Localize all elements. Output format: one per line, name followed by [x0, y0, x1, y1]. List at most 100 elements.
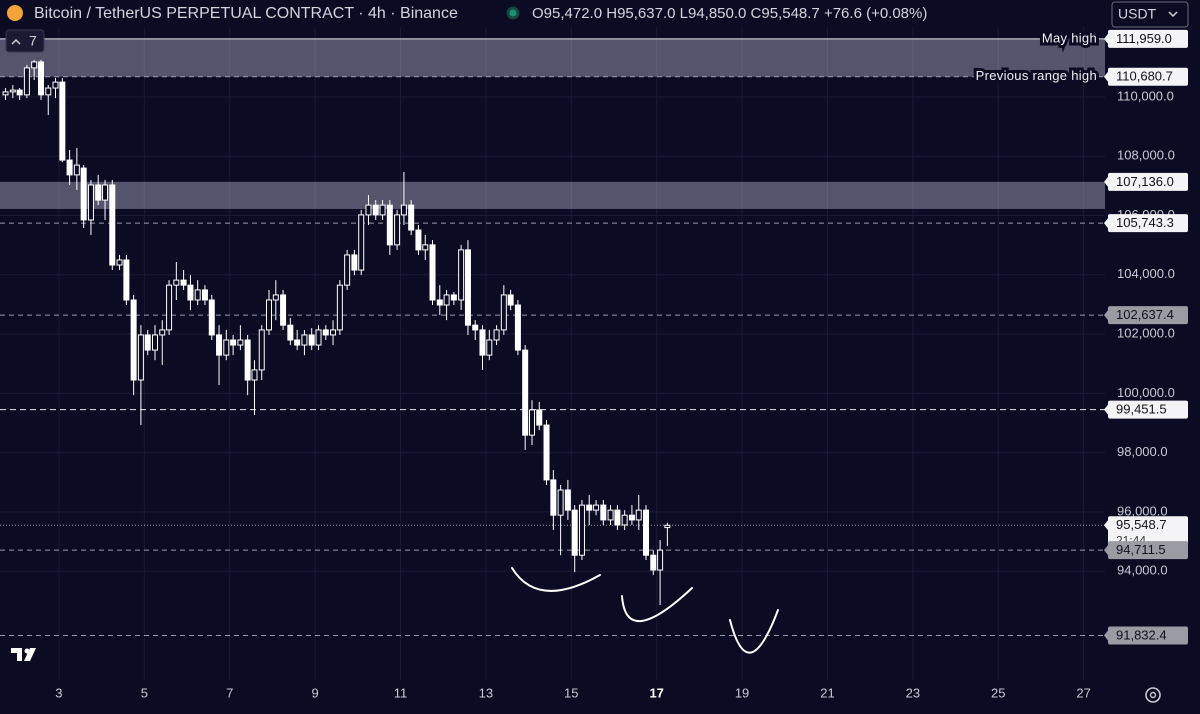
currency[interactable]: USDT [1118, 6, 1157, 22]
logo-part [24, 648, 36, 661]
candle-body [223, 339, 230, 356]
candle-body [422, 244, 429, 251]
candle-body [643, 509, 650, 556]
candle-body [308, 334, 315, 346]
candle-body [16, 89, 23, 96]
candle-body [522, 349, 529, 436]
x-tick-label: 5 [141, 685, 148, 700]
candle-body [443, 294, 450, 306]
price-pill [1108, 172, 1188, 191]
status-dot [506, 6, 520, 20]
y-tick-label: 96,000.0 [1117, 503, 1168, 518]
logo-part [11, 648, 22, 661]
candle-body [400, 204, 407, 216]
candle-body [586, 504, 593, 511]
indicator-toggle[interactable]: 7 [5, 29, 45, 53]
zone [0, 38, 1105, 77]
candle-body [187, 284, 194, 301]
price-label: 95,548.7 [1116, 517, 1167, 532]
candle-body [529, 409, 536, 436]
header-background [0, 0, 1105, 27]
toggle-box[interactable] [5, 29, 45, 53]
overlay: 94,000.0 96,000.0 98,000.0 100,000.0 102,000… [0, 27, 1200, 714]
candle-body [80, 167, 87, 221]
pill-arrow [1104, 520, 1108, 531]
candle-body [258, 329, 265, 371]
candle-body [159, 329, 166, 336]
candle-body [564, 489, 571, 511]
y-tick-label: 94,000.0 [1117, 563, 1168, 578]
x-tick-label: 7 [226, 685, 233, 700]
candle-body [166, 284, 173, 331]
candle-body [237, 339, 244, 346]
pill-arrow [1104, 404, 1108, 415]
price-pill [1108, 541, 1188, 560]
chevron [11, 38, 21, 45]
candle-body [123, 259, 130, 301]
y-tick-label: 110,000.0 [1117, 88, 1174, 103]
curve [729, 609, 779, 654]
candle-body [664, 524, 671, 529]
candle-body [265, 299, 272, 331]
price-axis [1105, 27, 1200, 680]
indicator-count[interactable]: 7 [29, 33, 37, 49]
price-pill [1108, 400, 1188, 419]
candle-body [386, 204, 393, 246]
candle-body [372, 204, 379, 216]
candle-body [272, 294, 279, 301]
candle-body [287, 324, 294, 341]
candle-body [464, 249, 471, 326]
gear-center [1149, 691, 1157, 699]
x-tick-label: 19 [735, 685, 749, 700]
candle-body [486, 339, 493, 356]
x-tick-label: 25 [991, 685, 1005, 700]
ohlc-value: 95,472.0 [544, 5, 602, 22]
candle-body [436, 299, 443, 306]
price-label: 102,637.4 [1116, 307, 1174, 322]
zone [0, 181, 1105, 209]
candle-body [607, 509, 614, 521]
ohlc-value: 94,850.0 [688, 5, 746, 22]
y-tick-label: 108,000.0 [1117, 148, 1175, 163]
candle-body [365, 204, 372, 216]
hand-drawn-curves [511, 567, 779, 654]
pill-arrow [1104, 33, 1108, 44]
candle-body [536, 409, 543, 426]
x-tick-label: 21 [820, 685, 834, 700]
gear[interactable] [1145, 687, 1161, 703]
candle-body [137, 334, 144, 381]
price-label: 110,680.7 [1116, 69, 1173, 84]
currency-box[interactable] [1111, 1, 1189, 28]
ohlc-key: C [751, 5, 762, 22]
candle-body [23, 67, 30, 96]
candle-body [394, 214, 401, 246]
pill-arrow [1104, 218, 1108, 229]
candle-body [635, 509, 642, 521]
candle-body [116, 259, 123, 266]
x-tick-label: 17 [649, 685, 663, 700]
price-pill [1108, 29, 1188, 48]
curve [511, 567, 601, 592]
candle-body [593, 504, 600, 511]
y-tick-label: 104,000.0 [1117, 266, 1175, 281]
candle-body [657, 549, 664, 571]
candle-body [507, 294, 514, 306]
settings-button[interactable] [1145, 687, 1161, 703]
candle-body [621, 514, 628, 526]
candle-body [95, 184, 102, 201]
candle-body [59, 81, 66, 161]
candle-body [493, 329, 500, 341]
candle-body [322, 329, 329, 336]
y-tick-label: 100,000.0 [1117, 385, 1175, 400]
candle-body [87, 184, 94, 221]
y-tick-label: 98,000.0 [1117, 444, 1168, 459]
level-name: May high [1042, 30, 1097, 45]
x-tick-label: 27 [1076, 685, 1090, 700]
logo [11, 648, 36, 661]
currency-select[interactable]: USDT [1111, 1, 1189, 28]
candle-body [109, 184, 116, 266]
candle-body [37, 61, 44, 96]
symbol-title: Bitcoin / TetherUS PERPETUAL CONTRACT · … [34, 5, 458, 22]
